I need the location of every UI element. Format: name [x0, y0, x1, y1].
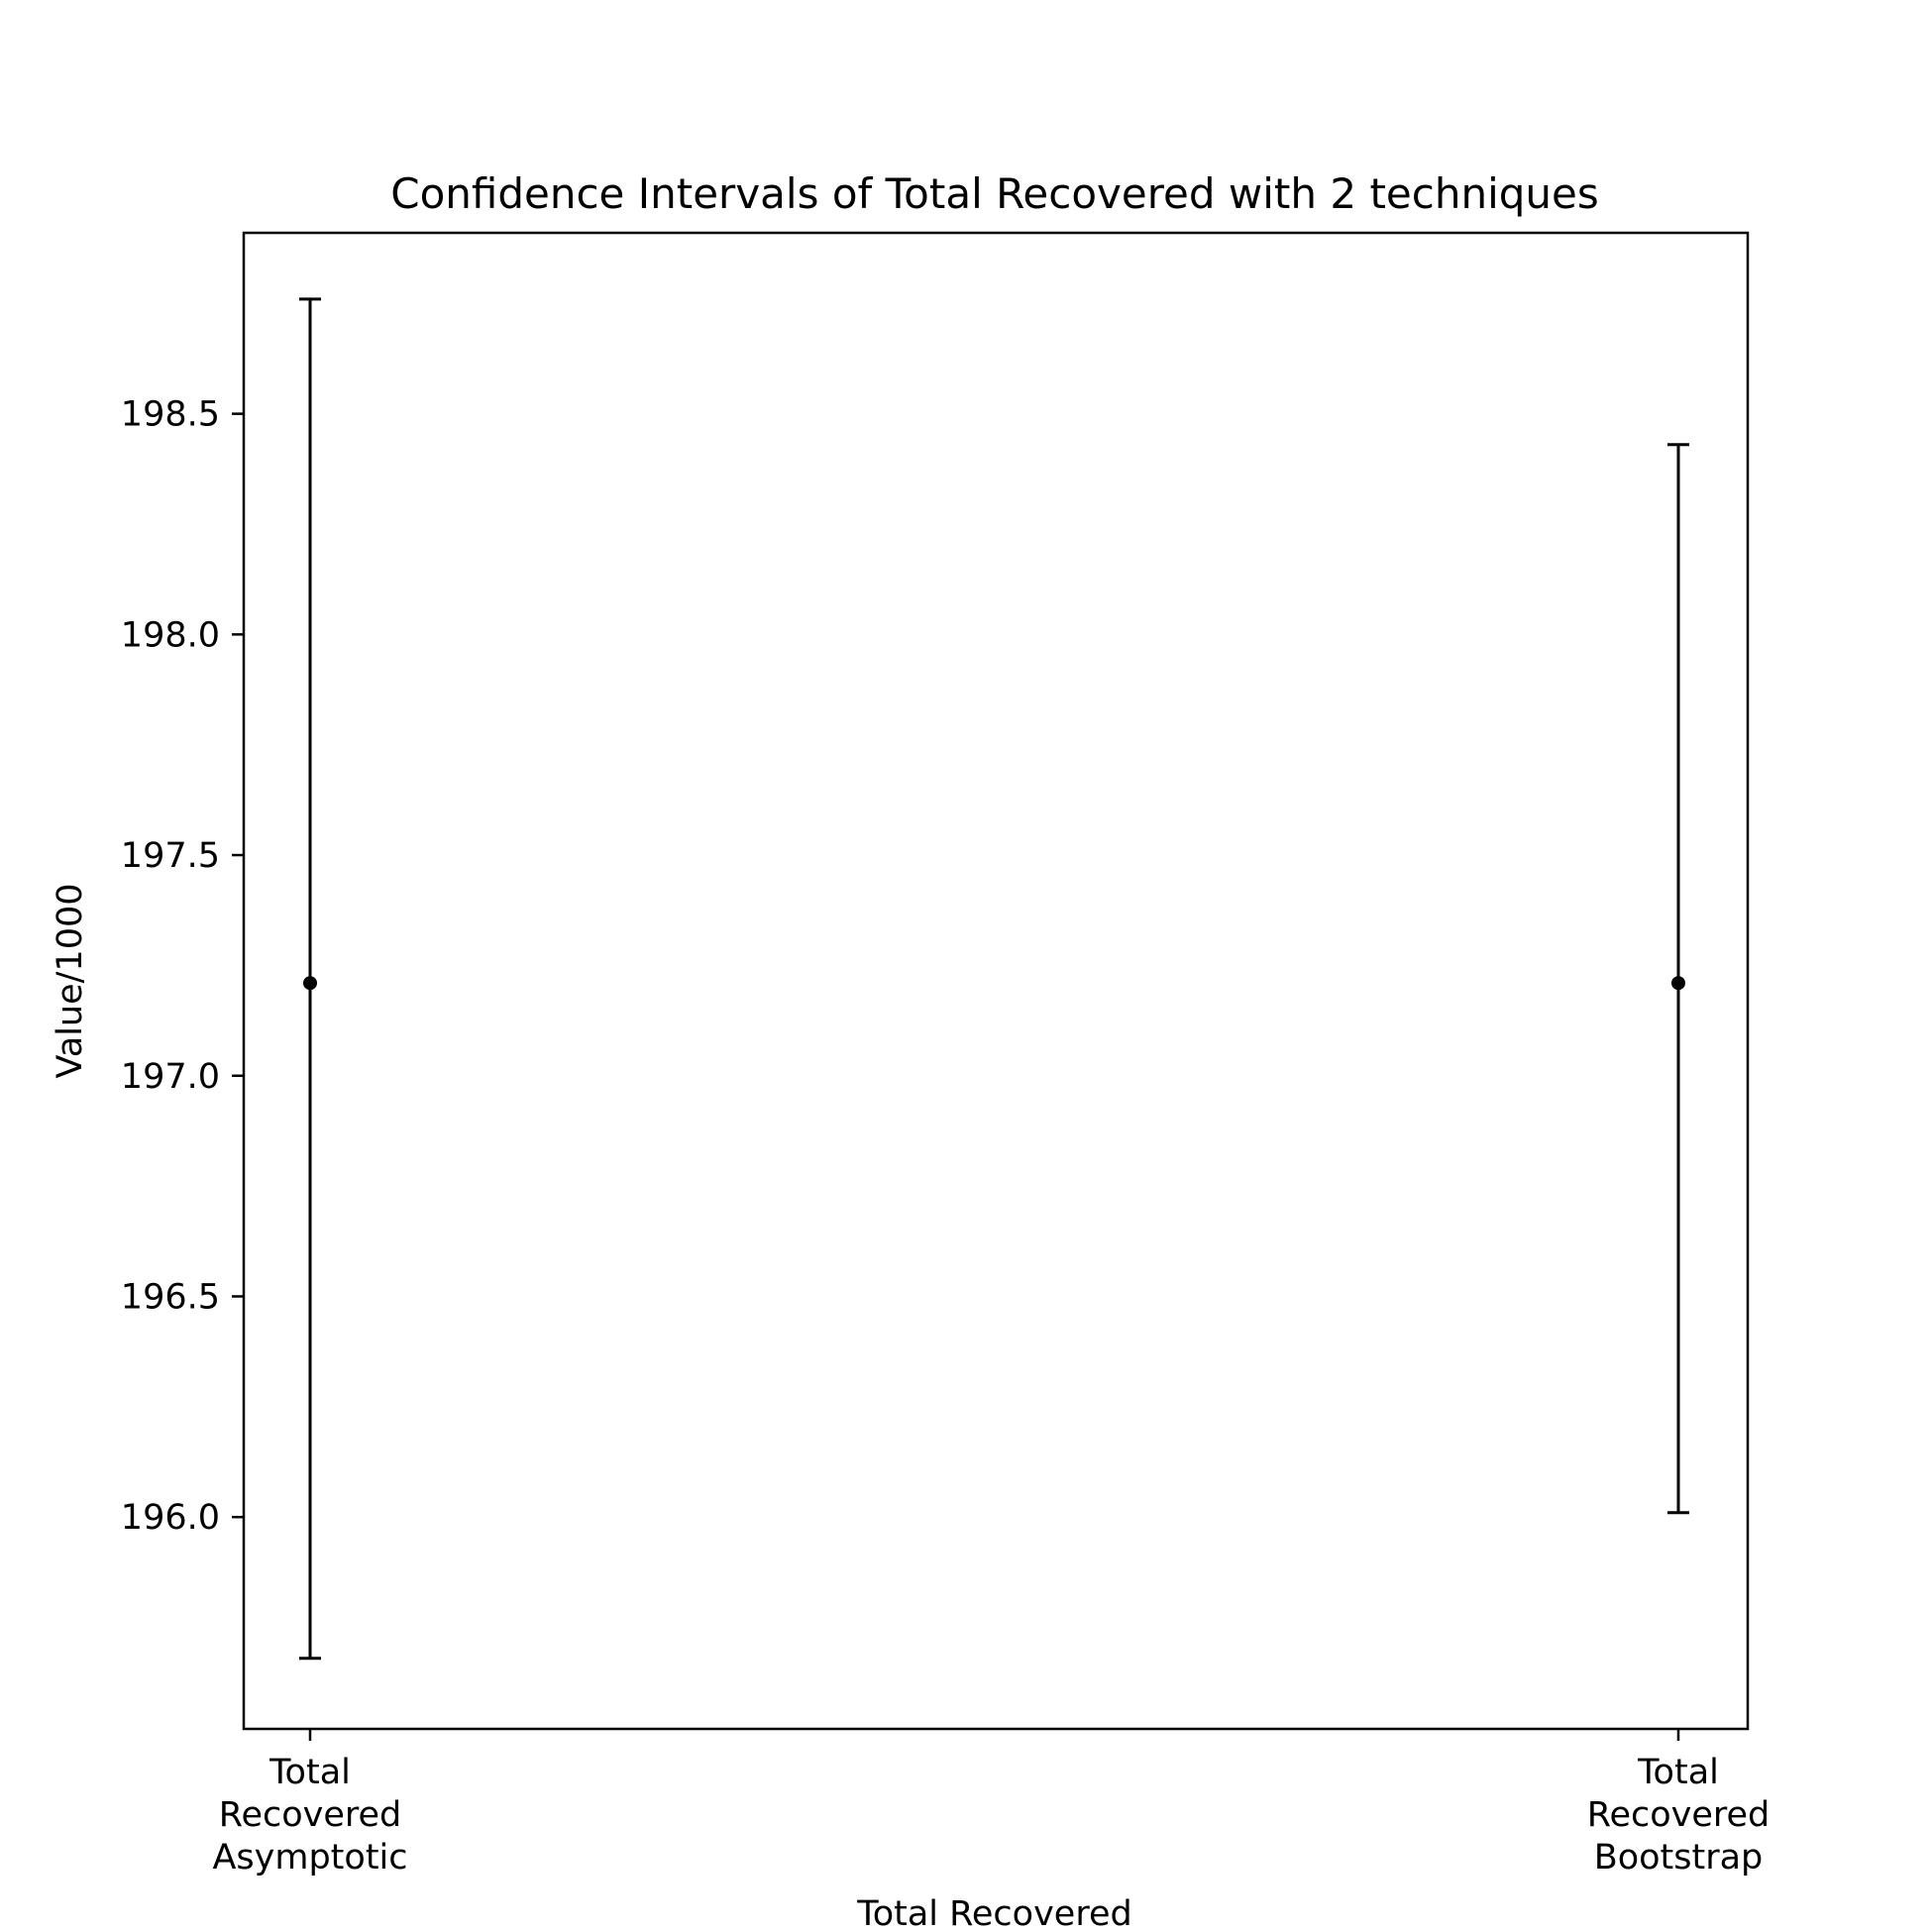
y-axis-ticks: 196.0 196.5 197.0 197.5 198.0 198.5: [121, 395, 244, 1538]
x-axis-ticks: TotalRecoveredAsymptoticTotalRecoveredBo…: [212, 1729, 1770, 1878]
x-tick-label-line: Recovered: [219, 1795, 402, 1835]
y-tick-label: 198.0: [121, 615, 220, 655]
y-tick-label: 197.5: [121, 836, 220, 876]
plot-frame: [242, 231, 1750, 1731]
y-tick-label: 196.0: [121, 1498, 220, 1538]
x-tick-label-line: Bootstrap: [1594, 1838, 1764, 1878]
y-tick-label: 198.5: [121, 395, 220, 435]
x-tick-label-line: Asymptotic: [212, 1838, 407, 1878]
y-axis-label: Value/1000: [51, 884, 90, 1079]
x-tick-label-line: Total: [1637, 1753, 1719, 1792]
y-tick-label: 197.0: [121, 1057, 220, 1097]
x-tick-label-line: Total: [268, 1753, 351, 1792]
point-marker: [303, 976, 317, 991]
point-marker: [1671, 976, 1685, 991]
chart-title: Confidence Intervals of Total Recovered …: [390, 169, 1599, 218]
x-tick-label-line: Recovered: [1587, 1795, 1771, 1835]
errorbar-marks: [299, 297, 1689, 1661]
y-tick-label: 196.5: [121, 1277, 220, 1317]
x-axis-label: Total Recovered: [856, 1894, 1131, 1932]
